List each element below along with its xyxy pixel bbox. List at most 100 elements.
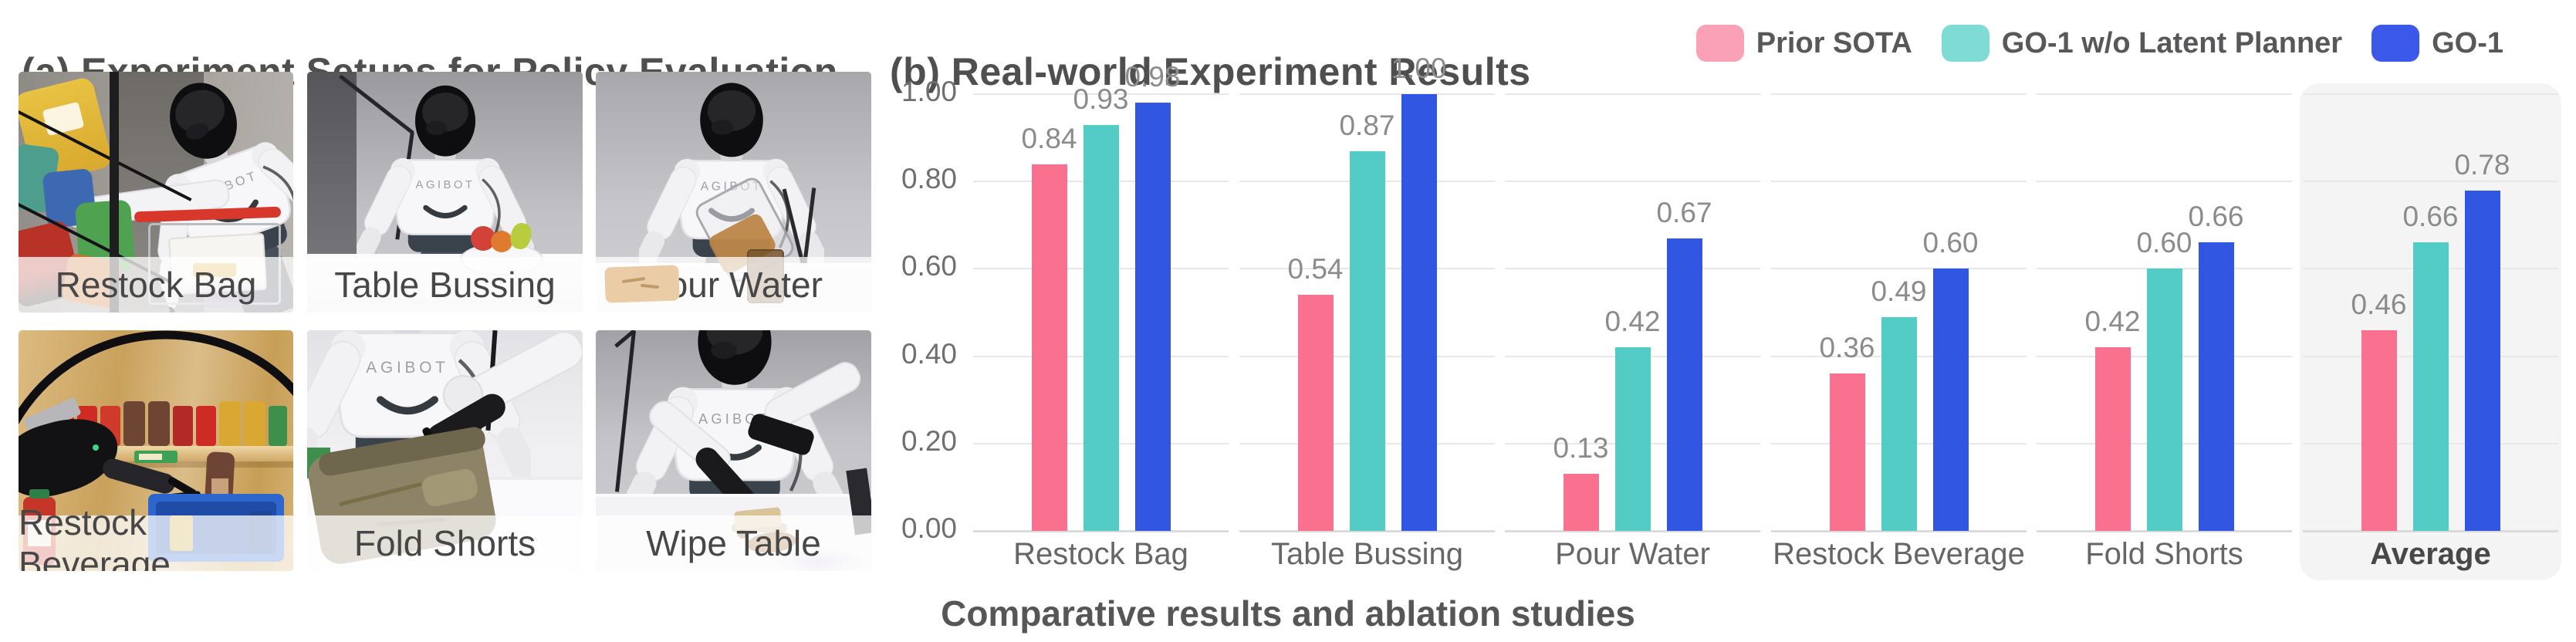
photo-label: Fold Shorts [353, 523, 536, 563]
bar-go-1 [1134, 103, 1171, 531]
bar-prior-sota [1563, 474, 1599, 531]
bar-go-1 [2464, 190, 2500, 531]
beverage-bottle-yellow [244, 401, 265, 446]
shelf-shadow [19, 461, 293, 468]
figure-caption: Comparative results and ablation studies [941, 593, 1635, 634]
gridline [2037, 93, 2292, 95]
gridline [1505, 268, 1760, 270]
bar-value-label: 0.60 [2136, 227, 2192, 259]
gridline [1505, 93, 1760, 95]
x-axis-line [1505, 530, 1760, 532]
bar-prior-sota [1031, 164, 1067, 531]
chart-legend: Prior SOTA GO-1 w/o Latent Planner GO-1 [1695, 25, 2503, 62]
chart-panel-pour-water: 0.13 0.42 0.67 Pour Water [1505, 0, 1760, 642]
bar-go-1-w-o-latent-planner [1614, 347, 1651, 531]
y-axis-tick-label: 0.80 [901, 163, 957, 195]
photo-label: Restock Bag [55, 265, 257, 305]
photo-label-strip: Restock Bag [19, 257, 293, 313]
photo-fold-shorts: Fold Shorts [307, 330, 583, 571]
legend-item-prior-sota: Prior SOTA [1695, 25, 1912, 62]
beverage-bottle-green [269, 406, 287, 446]
bar-go-1-w-o-latent-planner [2146, 269, 2182, 531]
x-axis-line [1239, 530, 1495, 532]
bar-go-1-w-o-latent-planner [1349, 150, 1385, 531]
bar-value-label: 0.42 [2084, 306, 2141, 338]
chart-panel-average: 0.46 0.66 0.78 Average [2303, 0, 2558, 642]
bar-prior-sota [2361, 329, 2397, 531]
bar-value-label: 0.42 [1604, 306, 1661, 338]
bar-value-label: 0.60 [1922, 227, 1979, 259]
y-axis-tick-label: 1.00 [901, 76, 957, 107]
chart-panel-restock-beverage: 0.36 0.49 0.60 Restock Beverage [1771, 0, 2027, 642]
bottle-cap [29, 489, 49, 498]
legend-swatch [2371, 25, 2420, 62]
category-label: Restock Bag [1013, 537, 1188, 571]
bar-value-label: 0.66 [2188, 201, 2244, 233]
bar-value-label: 0.46 [2351, 288, 2407, 320]
gridline [2303, 181, 2558, 183]
gridline [2037, 181, 2292, 183]
legend-swatch [1695, 25, 1744, 62]
photo-label-strip: Fold Shorts [307, 515, 583, 571]
bar-value-label: 0.67 [1656, 196, 1712, 228]
y-axis-tick-label: 0.60 [901, 250, 957, 282]
bar-go-1 [1666, 238, 1702, 531]
shelf-rack-post [110, 72, 119, 313]
x-axis-line [2303, 530, 2558, 532]
bar-value-label: 0.36 [1819, 332, 1875, 364]
photo-wipe-table: Wipe Table [596, 330, 871, 571]
category-label: Table Bussing [1270, 537, 1464, 571]
category-label: Restock Beverage [1773, 537, 2025, 571]
gridline [1505, 181, 1760, 183]
bar-go-1 [1932, 269, 1969, 531]
legend-label: GO-1 [2432, 26, 2503, 59]
bar-value-label: 0.87 [1339, 109, 1395, 141]
chart-panel-fold-shorts: 0.42 0.60 0.66 Fold Shorts [2037, 0, 2292, 642]
gridline [1771, 268, 2027, 270]
photo-label-strip: Restock Beverage [19, 502, 293, 571]
bar-go-1-w-o-latent-planner [2412, 242, 2449, 531]
bar-value-label: 0.49 [1871, 275, 1927, 307]
gridline [973, 93, 1229, 95]
beverage-bottle-yellow [219, 401, 241, 446]
legend-item-go-1-w-o-latent-planner: GO-1 w/o Latent Planner [1941, 25, 2342, 62]
fruit-orange [491, 231, 512, 252]
bar-value-label: 0.54 [1287, 253, 1344, 286]
arm-status-light [93, 444, 99, 451]
bar-value-label: 0.13 [1553, 432, 1609, 465]
photo-pour-water: Pour Water [596, 72, 871, 313]
bar-go-1-w-o-latent-planner [1881, 316, 1917, 531]
beverage-bottle-brown [123, 401, 145, 446]
bar-go-1-w-o-latent-planner [1083, 124, 1119, 531]
photo-label: Restock Beverage [19, 502, 171, 571]
bar-prior-sota [2094, 347, 2131, 531]
category-label: Pour Water [1555, 537, 1710, 571]
gridline [1771, 93, 2027, 95]
bar-value-label: 0.98 [1124, 61, 1181, 93]
photo-label-strip: Table Bussing [307, 257, 583, 313]
cable [19, 330, 293, 425]
beverage-can-red [196, 406, 216, 446]
photo-restock-beverage: Restock Beverage [19, 330, 293, 571]
bar-value-label: 0.84 [1021, 122, 1077, 154]
gridline [2303, 93, 2558, 95]
photo-label: Wipe Table [646, 523, 821, 563]
bar-go-1 [1401, 94, 1437, 531]
legend-swatch [1941, 25, 1989, 62]
panel-b-title: (b) Real-world Experiment Results [890, 49, 1531, 93]
y-axis-tick-label: 0.40 [901, 337, 957, 370]
category-label: Fold Shorts [2085, 537, 2243, 571]
x-axis-line [1771, 530, 2027, 532]
photo-label: Table Bussing [334, 265, 556, 305]
chart-panel-restock-bag: 0.84 0.93 0.98 Restock Bag [973, 0, 1229, 642]
beverage-can-red [173, 406, 193, 446]
bar-prior-sota [1297, 295, 1334, 531]
bar-value-label: 1.00 [1391, 52, 1447, 84]
y-axis-tick-label: 0.00 [901, 512, 957, 544]
x-axis-line [2037, 530, 2292, 532]
bar-go-1 [2198, 242, 2234, 531]
bar-value-label: 0.78 [2454, 148, 2510, 181]
bar-value-label: 0.93 [1073, 83, 1129, 115]
